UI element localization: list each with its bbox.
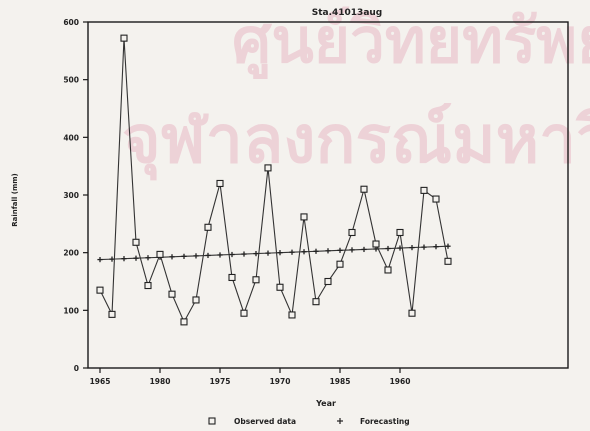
y-tick-label: 100	[63, 306, 79, 315]
forecasting-point	[433, 244, 439, 250]
forecasting-point	[289, 249, 295, 255]
x-tick-label: 1975	[210, 377, 231, 386]
y-tick-label: 200	[63, 249, 79, 258]
forecasting-point	[325, 248, 331, 254]
forecasting-point	[253, 250, 259, 257]
x-axis: 1965 1980 1975 1970 1985 1960	[90, 368, 411, 386]
observed-point	[432, 195, 440, 203]
observed-point	[204, 223, 212, 231]
forecasting-point	[385, 245, 391, 252]
legend-label-forecasting: Forecasting	[360, 417, 410, 426]
observed-point	[396, 228, 404, 237]
legend-square-marker	[208, 417, 216, 425]
observed-point	[384, 266, 392, 274]
observed-point	[348, 228, 356, 237]
observed-point	[264, 164, 272, 172]
forecasting-point	[241, 251, 247, 257]
observed-point	[288, 311, 296, 319]
forecasting-point	[313, 248, 319, 254]
forecasting-point	[193, 253, 199, 259]
observed-point	[120, 34, 128, 42]
series-forecasting	[97, 243, 451, 263]
observed-point	[444, 257, 452, 265]
forecasting-point	[409, 244, 415, 251]
y-tick-label: 300	[63, 191, 79, 200]
observed-point	[360, 185, 368, 193]
forecasting-line	[99, 245, 449, 261]
forecasting-point	[277, 250, 283, 256]
observed-point	[336, 260, 344, 268]
observed-point	[240, 309, 248, 317]
y-tick-label: 600	[63, 18, 79, 27]
x-tick-label: 1980	[150, 377, 171, 386]
observed-point	[276, 283, 284, 291]
observed-point	[192, 296, 200, 304]
legend-label-observed: Observed data	[234, 417, 296, 426]
observed-point	[132, 238, 140, 246]
observed-point	[408, 309, 416, 317]
observed-point	[144, 281, 152, 290]
observed-point	[420, 186, 428, 194]
forecasting-point	[421, 244, 427, 250]
observed-point	[168, 290, 176, 298]
observed-point	[252, 276, 260, 284]
x-tick-label: 1970	[270, 377, 291, 386]
forecasting-point	[97, 256, 103, 263]
x-axis-label: Year	[315, 399, 336, 408]
series-observed-data	[96, 34, 452, 326]
forecasting-point	[349, 247, 355, 253]
forecasting-point	[229, 251, 235, 258]
observed-point	[300, 213, 308, 221]
forecasting-point	[397, 245, 403, 251]
forecasting-point	[301, 249, 307, 255]
observed-point	[96, 286, 104, 294]
observed-line	[99, 38, 449, 324]
y-axis: 0 100 200 300 400 500 600	[63, 18, 88, 373]
forecasting-point	[205, 252, 211, 259]
forecasting-point	[169, 254, 175, 260]
observed-point	[180, 318, 188, 326]
forecasting-point	[445, 243, 451, 249]
observed-point	[156, 250, 164, 258]
y-tick-label: 500	[63, 76, 79, 85]
y-tick-label: 0	[74, 364, 79, 373]
observed-point	[372, 240, 380, 248]
observed-point	[312, 298, 320, 306]
forecasting-point	[181, 253, 187, 259]
x-tick-label: 1960	[390, 377, 411, 386]
x-tick-label: 1985	[330, 377, 351, 386]
legend: Observed data Forecasting	[208, 417, 410, 426]
forecasting-point	[265, 250, 271, 256]
forecasting-point	[109, 256, 115, 262]
forecasting-point	[361, 246, 367, 253]
forecasting-point	[217, 252, 223, 258]
forecasting-point	[337, 247, 343, 253]
forecasting-point	[121, 256, 127, 262]
chart-title: Sta.41013aug	[312, 8, 383, 18]
forecasting-point	[133, 255, 139, 261]
y-tick-label: 400	[63, 133, 79, 142]
x-tick-label: 1965	[90, 377, 111, 386]
y-axis-label: Rainfall (mm)	[11, 173, 19, 227]
observed-point	[216, 179, 224, 188]
observed-point	[324, 277, 332, 286]
watermark-line-1: ศูนย์วิทยทรัพยากร	[232, 4, 590, 79]
observed-point	[228, 273, 236, 282]
watermark-line-2: จุฬาลงกรณ์มหาวิทยาลัย	[122, 101, 590, 181]
legend-plus-marker	[337, 418, 343, 424]
observed-point	[108, 310, 116, 318]
forecasting-point	[145, 255, 151, 261]
